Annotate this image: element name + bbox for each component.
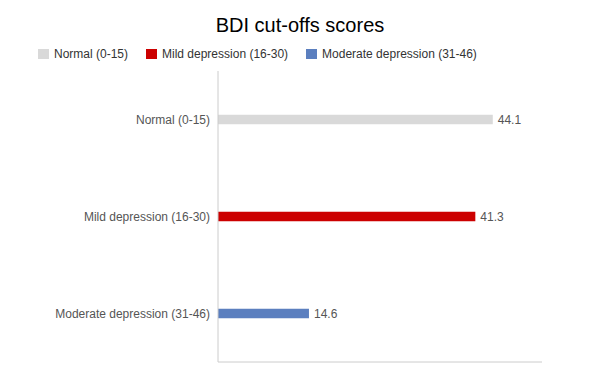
svg-text:Normal (0-15): Normal (0-15) xyxy=(136,113,210,127)
html-text:Mild depression (16-30): Mild depression (16-30) xyxy=(162,47,289,61)
svg-text:Mild depression (16-30): Mild depression (16-30) xyxy=(84,210,210,224)
svg-text:41.3: 41.3 xyxy=(480,210,504,224)
html-text:BDI cut-offs scores: BDI cut-offs scores xyxy=(215,14,385,36)
svg-text:44.1: 44.1 xyxy=(498,113,522,127)
svg-text:Moderate depression (31-46): Moderate depression (31-46) xyxy=(55,307,210,321)
html-text:Normal (0-15): Normal (0-15) xyxy=(54,47,128,61)
svg-text:14.6: 14.6 xyxy=(314,307,338,321)
html-text:Moderate depression (31-46): Moderate depression (31-46) xyxy=(322,47,477,61)
